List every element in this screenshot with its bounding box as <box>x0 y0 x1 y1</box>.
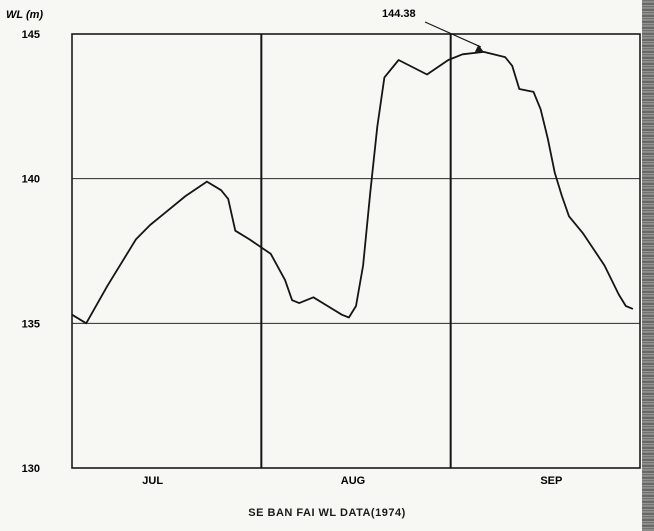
y-tick-label-140: 140 <box>22 174 40 186</box>
water-level-line <box>71 51 634 325</box>
grid-lines <box>72 178 640 324</box>
peak-annotation-label: 144.38 <box>382 8 416 20</box>
x-category-jul: JUL <box>142 475 163 487</box>
y-tick-label-135: 135 <box>22 318 40 330</box>
y-tick-label-145: 145 <box>22 29 40 41</box>
y-tick-label-130: 130 <box>22 463 40 475</box>
y-tick-labels: 145 140 135 130 <box>22 29 40 475</box>
scan-edge-shadow <box>642 0 654 531</box>
x-category-aug: AUG <box>341 475 365 487</box>
x-category-labels: JUL AUG SEP <box>142 475 562 487</box>
peak-annotation-arrow <box>424 21 482 48</box>
peak-annotation-arrowhead <box>474 44 484 52</box>
month-dividers <box>260 34 452 468</box>
y-axis-label: WL (m) <box>6 9 43 21</box>
plot-frame <box>71 33 641 469</box>
chart-title: SE BAN FAI WL DATA(1974) <box>248 507 406 519</box>
x-category-sep: SEP <box>540 475 562 487</box>
peak-annotation: 144.38 <box>382 8 484 52</box>
